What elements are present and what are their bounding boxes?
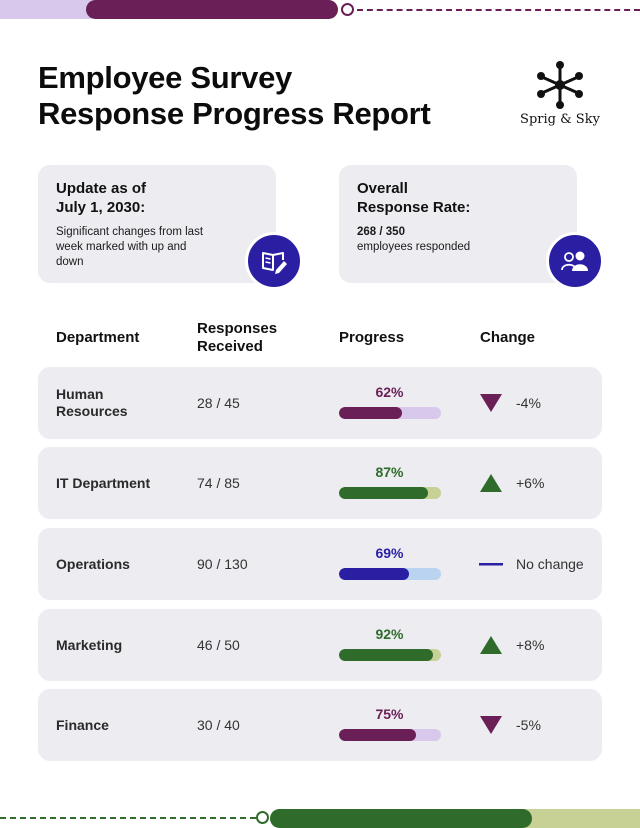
row-responses: 74 / 85 bbox=[197, 475, 240, 491]
brand-name: Sprig & Sky bbox=[520, 112, 600, 127]
table-row: Human Resources 28 / 45 62% -4% bbox=[38, 367, 602, 439]
header-change: Change bbox=[480, 329, 536, 346]
row-department: Finance bbox=[56, 716, 109, 733]
top-decor-dashed-line bbox=[357, 9, 640, 11]
bottom-decor-dashed-line bbox=[0, 817, 256, 819]
header-responses-line2: Received bbox=[197, 338, 263, 355]
response-rate-card: Overall Response Rate: 268 / 350 employe… bbox=[339, 165, 604, 290]
down-triangle-icon bbox=[479, 713, 503, 737]
row-department: IT Department bbox=[56, 474, 151, 491]
row-progress-label: 92% bbox=[375, 626, 404, 642]
bottom-decor-ring bbox=[256, 811, 269, 824]
update-card-body: Significant changes from last week marke… bbox=[56, 226, 204, 268]
bottom-decor-olive-bar bbox=[500, 809, 640, 828]
table-header: Department Responses Received Progress C… bbox=[0, 320, 640, 360]
progress-track bbox=[339, 649, 441, 661]
page-title: Employee Survey Response Progress Report bbox=[38, 60, 431, 132]
row-department: Human Resources bbox=[56, 386, 128, 419]
top-decor-plum-bar bbox=[86, 0, 338, 19]
row-progress-label: 69% bbox=[375, 545, 404, 561]
row-department: Operations bbox=[56, 555, 130, 572]
top-decor-lavender-bar bbox=[0, 0, 100, 19]
top-decor-ring bbox=[341, 3, 354, 16]
molecule-logo-icon bbox=[537, 61, 583, 109]
down-triangle-icon bbox=[479, 391, 503, 415]
table-row: Marketing 46 / 50 92% +8% bbox=[38, 609, 602, 681]
table-row: Finance 30 / 40 75% -5% bbox=[38, 689, 602, 761]
progress-fill bbox=[339, 649, 433, 661]
progress-fill bbox=[339, 568, 410, 580]
progress-fill bbox=[339, 407, 403, 419]
row-change: -4% bbox=[516, 395, 541, 411]
response-rate-caption: employees responded bbox=[357, 241, 471, 253]
row-responses: 46 / 50 bbox=[197, 637, 240, 653]
row-progress-label: 62% bbox=[375, 384, 404, 400]
progress-fill bbox=[339, 729, 416, 741]
dash-icon bbox=[479, 552, 503, 576]
page-title-line2: Response Progress Report bbox=[38, 96, 431, 131]
header-responses-line1: Responses bbox=[197, 320, 278, 337]
response-rate-body: 268 / 350 employees responded bbox=[357, 225, 517, 255]
update-card-title-line2: July 1, 2030: bbox=[56, 199, 146, 216]
table-row: Operations 90 / 130 69% No change bbox=[38, 528, 602, 600]
people-icon bbox=[546, 232, 604, 290]
row-responses: 28 / 45 bbox=[197, 395, 240, 411]
row-change: -5% bbox=[516, 717, 541, 733]
row-change: No change bbox=[516, 556, 584, 572]
brand-logo: Sprig & Sky bbox=[512, 60, 608, 132]
up-triangle-icon bbox=[479, 633, 503, 657]
header-progress: Progress bbox=[339, 329, 405, 346]
row-responses: 90 / 130 bbox=[197, 556, 248, 572]
bottom-decor-green-bar bbox=[270, 809, 532, 828]
row-progress-label: 75% bbox=[375, 706, 404, 722]
row-progress-label: 87% bbox=[375, 464, 404, 480]
progress-track bbox=[339, 407, 441, 419]
table-row: IT Department 74 / 85 87% +6% bbox=[38, 447, 602, 519]
response-rate-value: 268 / 350 bbox=[357, 226, 405, 238]
update-card-title-line1: Update as of bbox=[56, 180, 147, 197]
update-card-title: Update as of July 1, 2030: bbox=[56, 179, 216, 217]
header-department: Department bbox=[56, 329, 140, 346]
row-responses: 30 / 40 bbox=[197, 717, 240, 733]
progress-track bbox=[339, 487, 441, 499]
row-change: +8% bbox=[516, 637, 545, 653]
row-change: +6% bbox=[516, 475, 545, 491]
progress-track bbox=[339, 568, 441, 580]
up-triangle-icon bbox=[479, 471, 503, 495]
row-department: Marketing bbox=[56, 636, 123, 653]
page-title-line1: Employee Survey bbox=[38, 60, 292, 95]
response-rate-title-line1: Overall bbox=[357, 180, 408, 197]
response-rate-title: Overall Response Rate: bbox=[357, 179, 517, 217]
progress-fill bbox=[339, 487, 428, 499]
response-rate-title-line2: Response Rate: bbox=[357, 199, 471, 216]
book-pen-icon bbox=[245, 232, 303, 290]
update-card: Update as of July 1, 2030: Significant c… bbox=[38, 165, 303, 290]
progress-track bbox=[339, 729, 441, 741]
header-responses: Responses Received bbox=[197, 320, 277, 356]
